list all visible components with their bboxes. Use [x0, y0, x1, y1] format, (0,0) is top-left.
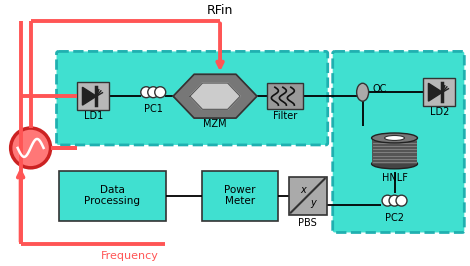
Polygon shape [429, 83, 442, 101]
Text: PBS: PBS [298, 218, 317, 227]
Ellipse shape [384, 135, 405, 140]
FancyBboxPatch shape [423, 78, 455, 106]
Text: Data
Processing: Data Processing [84, 185, 141, 206]
Ellipse shape [357, 83, 368, 101]
FancyBboxPatch shape [289, 177, 327, 215]
Text: MZM: MZM [203, 119, 227, 129]
Text: PC2: PC2 [385, 213, 404, 223]
Text: y: y [310, 198, 316, 208]
Text: Filter: Filter [273, 111, 297, 121]
FancyBboxPatch shape [59, 171, 166, 221]
Polygon shape [173, 74, 257, 118]
FancyBboxPatch shape [372, 138, 417, 164]
Ellipse shape [372, 159, 417, 169]
Ellipse shape [141, 87, 152, 98]
FancyBboxPatch shape [56, 51, 328, 145]
FancyBboxPatch shape [78, 82, 110, 110]
Text: OC: OC [373, 84, 387, 94]
FancyBboxPatch shape [333, 51, 464, 232]
Text: x: x [300, 185, 306, 195]
Polygon shape [190, 83, 240, 109]
Ellipse shape [155, 87, 166, 98]
Ellipse shape [389, 195, 400, 206]
Text: HNLF: HNLF [382, 173, 407, 183]
Text: Frequency: Frequency [102, 251, 159, 261]
Text: Power
Meter: Power Meter [224, 185, 256, 206]
Ellipse shape [396, 195, 407, 206]
Polygon shape [82, 87, 96, 105]
Text: RFin: RFin [207, 4, 233, 17]
Ellipse shape [382, 195, 393, 206]
Ellipse shape [148, 87, 159, 98]
Text: PC1: PC1 [144, 104, 163, 114]
Ellipse shape [372, 133, 417, 143]
FancyBboxPatch shape [267, 83, 303, 109]
Circle shape [11, 128, 51, 168]
Text: LD1: LD1 [84, 111, 103, 121]
FancyBboxPatch shape [202, 171, 278, 221]
Text: LD2: LD2 [430, 107, 449, 117]
